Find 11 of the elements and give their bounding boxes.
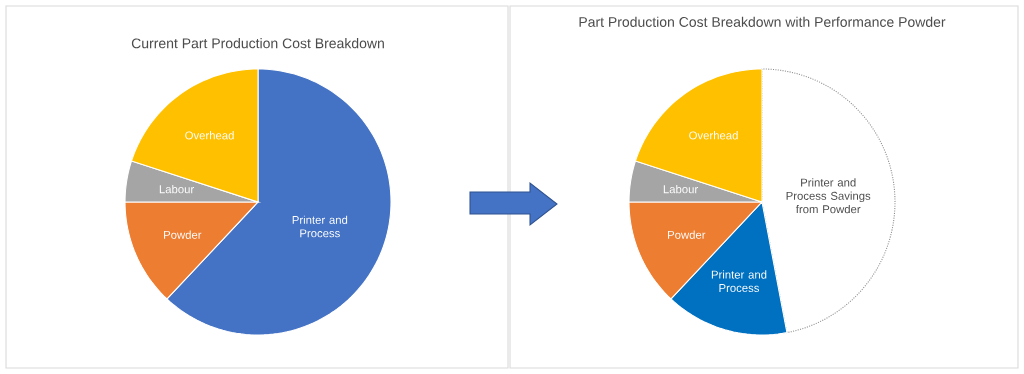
- slice-label: Powder: [668, 230, 706, 239]
- slice-label: Printer and Process Savings from Powder: [786, 178, 871, 214]
- slice-label: Printer and Process: [711, 270, 767, 292]
- slice-label: Overhead: [185, 131, 234, 140]
- slice-label: Labour: [159, 184, 194, 194]
- slice-label: Labour: [663, 184, 698, 194]
- chart-title: Current Part Production Cost Breakdown: [131, 38, 384, 49]
- slice-label: Overhead: [689, 131, 738, 140]
- slice-label: Printer and Process: [292, 215, 348, 238]
- chart-title: Part Production Cost Breakdown with Performance Powder: [579, 16, 946, 27]
- slice-label: Powder: [164, 230, 202, 239]
